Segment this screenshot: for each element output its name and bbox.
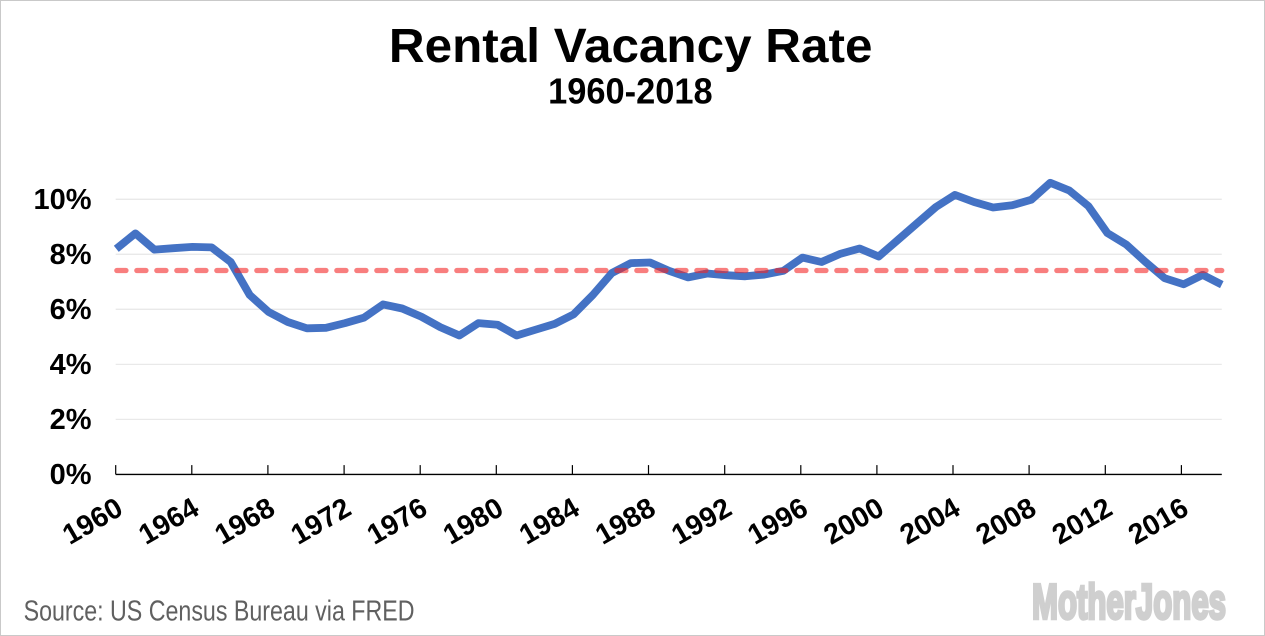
svg-text:10%: 10% <box>33 184 91 216</box>
svg-text:Source: US Census Bureau via F: Source: US Census Bureau via FRED <box>24 596 415 628</box>
svg-text:8%: 8% <box>50 239 92 271</box>
svg-text:1960-2018: 1960-2018 <box>548 71 713 112</box>
svg-text:MotherJones: MotherJones <box>1032 576 1226 630</box>
svg-text:0%: 0% <box>50 459 92 491</box>
svg-text:Rental Vacancy Rate: Rental Vacancy Rate <box>389 19 873 73</box>
svg-text:6%: 6% <box>50 294 92 326</box>
svg-text:4%: 4% <box>50 349 92 381</box>
svg-text:2%: 2% <box>50 404 92 436</box>
